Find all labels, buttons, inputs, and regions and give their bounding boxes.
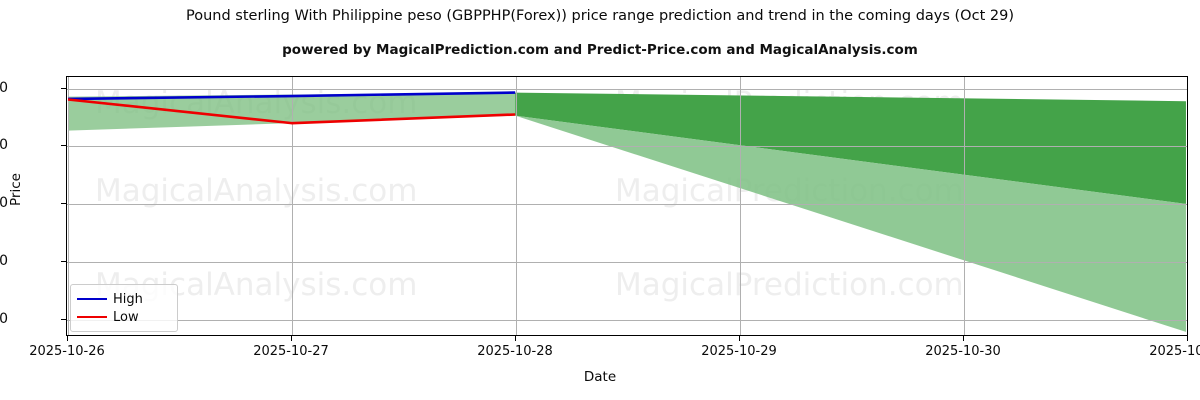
chart-legend[interactable]: High Low xyxy=(70,284,178,332)
gridline-vertical xyxy=(964,77,965,335)
y-tick-mark xyxy=(61,145,66,146)
x-tick-label: 2025-10-31 xyxy=(1149,344,1200,359)
prediction-bands xyxy=(67,92,1186,332)
y-tick-label: 50 xyxy=(0,252,8,269)
gridline-horizontal xyxy=(67,204,1187,205)
x-tick-label: 2025-10-28 xyxy=(477,344,553,359)
x-tick-mark xyxy=(515,336,516,341)
legend-swatch-low xyxy=(77,315,107,319)
x-axis-label: Date xyxy=(583,369,617,385)
x-tick-label: 2025-10-30 xyxy=(925,344,1001,359)
y-tick-label: 70 xyxy=(0,137,8,154)
y-axis-label: Price xyxy=(8,173,24,206)
gridline-horizontal xyxy=(67,89,1187,90)
legend-swatch-high xyxy=(77,297,107,301)
gridline-vertical xyxy=(740,77,741,335)
legend-label: High xyxy=(113,291,143,307)
y-tick-mark xyxy=(61,88,66,89)
x-tick-mark xyxy=(963,336,964,341)
chart-subtitle: powered by MagicalPrediction.com and Pre… xyxy=(282,42,918,58)
chart-title: Pound sterling With Philippine peso (GBP… xyxy=(186,8,1014,24)
y-tick-mark xyxy=(61,261,66,262)
gridline-vertical xyxy=(68,77,69,335)
y-tick-label: 40 xyxy=(0,310,8,327)
gridline-horizontal xyxy=(67,320,1187,321)
gridline-horizontal xyxy=(67,146,1187,147)
gridline-vertical xyxy=(516,77,517,335)
legend-item-high[interactable]: High xyxy=(77,290,171,308)
gridline-vertical xyxy=(292,77,293,335)
x-tick-mark xyxy=(67,336,68,341)
legend-item-low[interactable]: Low xyxy=(77,308,171,326)
y-tick-mark xyxy=(61,203,66,204)
x-tick-mark xyxy=(1187,336,1188,341)
x-tick-mark xyxy=(291,336,292,341)
x-tick-label: 2025-10-27 xyxy=(253,344,329,359)
series-line-high xyxy=(68,93,515,99)
legend-label: Low xyxy=(113,309,139,325)
x-tick-label: 2025-10-29 xyxy=(701,344,777,359)
y-tick-label: 60 xyxy=(0,195,8,212)
historical-range-band xyxy=(67,92,516,131)
series-lines xyxy=(67,77,1187,336)
y-tick-mark xyxy=(61,319,66,320)
y-tick-label: 80 xyxy=(0,79,8,96)
series-line-low xyxy=(68,99,515,123)
x-tick-mark xyxy=(739,336,740,341)
plot-area: MagicalAnalysis.comMagicalPrediction.com… xyxy=(66,76,1188,336)
x-tick-label: 2025-10-26 xyxy=(29,344,105,359)
gridline-horizontal xyxy=(67,262,1187,263)
forecast-upper-band xyxy=(515,92,1186,204)
